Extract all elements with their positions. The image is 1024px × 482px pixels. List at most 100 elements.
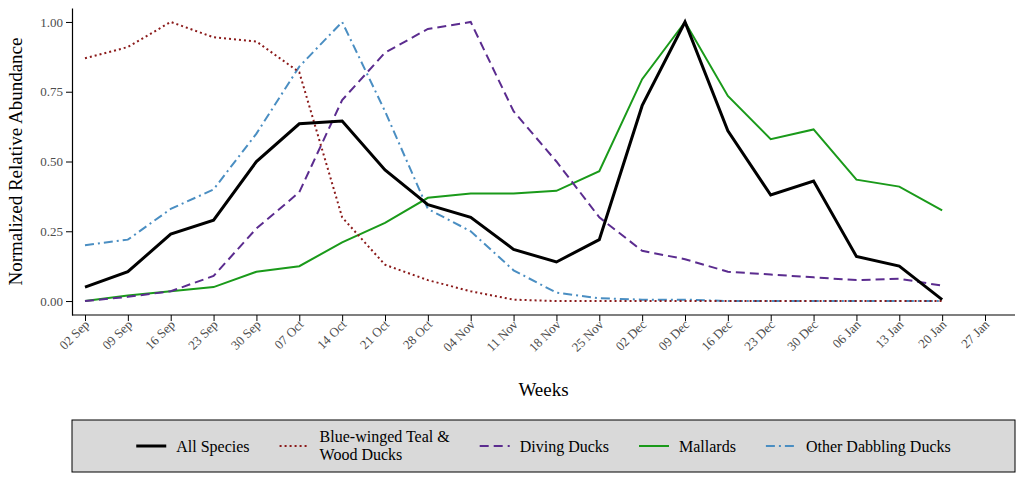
x-tick-mark	[214, 315, 215, 321]
x-tick-label: 07 Oct	[271, 317, 307, 353]
x-tick: 02 Dec	[612, 315, 649, 354]
legend-box	[72, 420, 1015, 472]
series-line	[85, 22, 942, 300]
legend-label: Mallards	[679, 438, 736, 455]
legend-label: Diving Ducks	[520, 438, 609, 456]
x-axis-line	[72, 314, 1015, 315]
x-tick-mark	[171, 315, 172, 321]
x-tick-label: 04 Nov	[440, 316, 478, 354]
x-tick: 23 Dec	[741, 315, 778, 354]
x-tick-label: 09 Dec	[655, 317, 692, 354]
x-tick-label: 27 Jan	[958, 316, 993, 351]
legend-label: Other Dabbling Ducks	[806, 438, 951, 456]
x-tick: 23 Sep	[185, 315, 221, 353]
x-tick: 16 Dec	[698, 315, 735, 354]
x-tick-mark	[128, 315, 129, 321]
x-tick-label: 30 Sep	[228, 317, 264, 353]
y-tick: 0.50	[40, 154, 72, 169]
y-tick: 0.00	[40, 294, 72, 309]
x-tick-mark	[642, 315, 643, 321]
y-tick: 0.25	[40, 224, 72, 239]
legend-item: Blue-winged Teal &Wood Ducks	[280, 428, 451, 463]
x-tick-mark	[942, 315, 943, 321]
x-tick-label: 13 Jan	[872, 316, 907, 351]
x-tick-label: 14 Oct	[314, 317, 350, 353]
legend-label: All Species	[176, 438, 249, 456]
y-tick: 0.75	[40, 84, 72, 99]
x-tick-mark	[985, 315, 986, 321]
x-tick-label: 21 Oct	[357, 317, 393, 353]
x-tick: 30 Dec	[784, 315, 821, 354]
y-tick-label: 1.00	[40, 15, 63, 30]
x-tick-mark	[256, 315, 257, 321]
x-tick-label: 25 Nov	[569, 316, 607, 354]
x-tick: 02 Sep	[56, 315, 92, 353]
x-tick-mark	[514, 315, 515, 321]
x-tick-label: 16 Sep	[142, 317, 178, 353]
x-tick-label: 30 Dec	[784, 317, 821, 354]
x-tick-label: 09 Sep	[99, 317, 135, 353]
x-tick-label: 23 Sep	[185, 317, 221, 353]
x-axis: 02 Sep09 Sep16 Sep23 Sep30 Sep07 Oct14 O…	[56, 315, 1015, 355]
x-tick: 27 Jan	[958, 315, 993, 351]
x-tick-mark	[342, 315, 343, 321]
legend-item: All Species	[136, 438, 249, 456]
series-line	[85, 22, 942, 301]
x-tick: 28 Oct	[400, 315, 436, 352]
x-tick: 14 Oct	[314, 315, 350, 352]
x-tick: 25 Nov	[569, 315, 607, 355]
y-tick-mark	[66, 22, 72, 23]
x-tick: 09 Sep	[99, 315, 135, 353]
y-tick: 1.00	[40, 15, 72, 30]
legend-swatch	[480, 445, 510, 447]
y-tick-label: 0.50	[40, 154, 63, 169]
series-line	[85, 22, 942, 301]
x-tick: 13 Jan	[872, 315, 907, 351]
x-tick-mark	[385, 315, 386, 321]
x-tick: 21 Oct	[357, 315, 393, 352]
chart: 02 Sep09 Sep16 Sep23 Sep30 Sep07 Oct14 O…	[0, 0, 1024, 482]
x-tick-mark	[771, 315, 772, 321]
x-tick-label: 20 Jan	[915, 316, 950, 351]
legend-swatch	[136, 445, 166, 448]
series-line	[85, 22, 942, 301]
legend-swatch	[639, 445, 669, 447]
x-tick-label: 02 Dec	[612, 317, 649, 354]
y-axis: 0.00 0.25 0.50 0.75 1.00	[40, 9, 72, 316]
x-tick-mark	[899, 315, 900, 321]
x-tick-label: 02 Sep	[56, 317, 92, 353]
x-tick: 20 Jan	[915, 315, 950, 351]
x-tick: 04 Nov	[440, 315, 478, 355]
y-tick-mark	[66, 231, 72, 232]
x-tick-mark	[471, 315, 472, 321]
legend-item: Other Dabbling Ducks	[766, 438, 951, 456]
x-axis-title: Weeks	[518, 379, 568, 400]
x-tick-label: 06 Jan	[829, 316, 864, 351]
x-tick-mark	[814, 315, 815, 321]
x-tick: 16 Sep	[142, 315, 178, 353]
y-tick-label: 0.25	[40, 224, 63, 239]
legend-swatch	[766, 445, 796, 447]
legend-item: Diving Ducks	[480, 438, 609, 456]
y-axis-title: Normalized Relative Abundance	[5, 38, 26, 286]
x-tick-label: 16 Dec	[698, 317, 735, 354]
x-tick-mark	[299, 315, 300, 321]
legend-swatch	[280, 445, 310, 447]
y-tick-label: 0.75	[40, 84, 63, 99]
plot-lines	[85, 22, 942, 301]
x-tick-label: 23 Dec	[741, 317, 778, 354]
x-tick: 11 Nov	[483, 315, 521, 354]
y-tick-mark	[66, 301, 72, 302]
x-tick-label: 28 Oct	[400, 317, 436, 353]
x-tick-mark	[728, 315, 729, 321]
x-tick-mark	[556, 315, 557, 321]
y-tick-mark	[66, 162, 72, 163]
x-tick-mark	[856, 315, 857, 321]
x-tick: 06 Jan	[829, 315, 864, 351]
x-tick: 07 Oct	[271, 315, 307, 352]
y-tick-label: 0.00	[40, 294, 63, 309]
x-tick-mark	[85, 315, 86, 321]
x-tick-mark	[428, 315, 429, 321]
legend-item: Mallards	[639, 438, 736, 455]
x-tick: 09 Dec	[655, 315, 692, 354]
